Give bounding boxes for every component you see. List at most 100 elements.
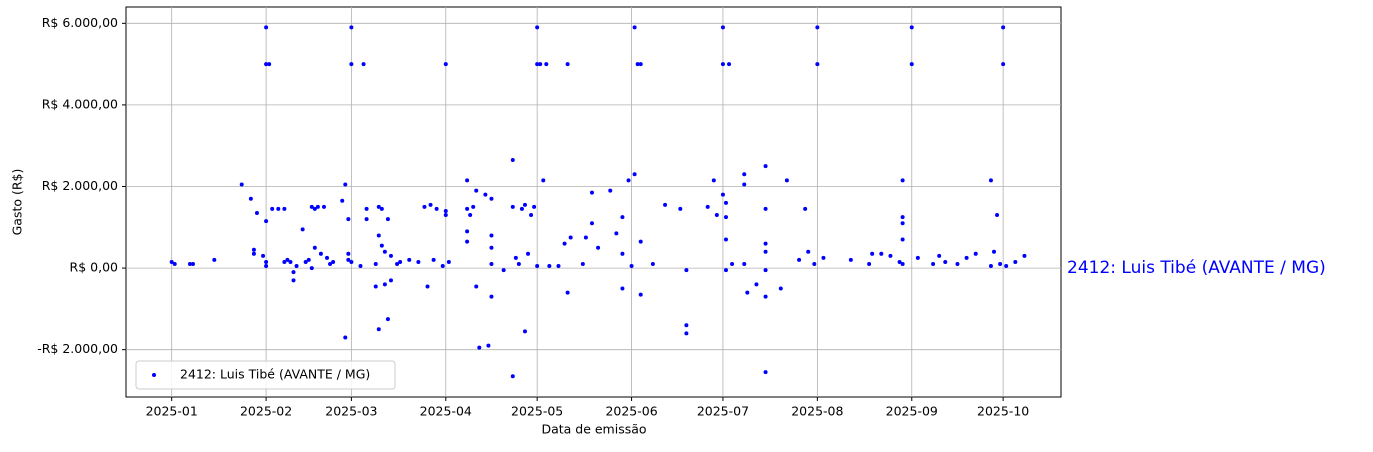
point (398, 259, 403, 264)
point (364, 217, 369, 222)
x-tick-label: 2025-08 (791, 404, 843, 419)
point (349, 25, 354, 30)
point (589, 190, 594, 195)
point (440, 264, 445, 269)
point (300, 227, 305, 232)
point (797, 257, 802, 262)
point (763, 164, 768, 169)
point (742, 262, 747, 267)
point (763, 241, 768, 246)
point (556, 264, 561, 269)
point (778, 286, 783, 291)
point (565, 290, 570, 295)
point (620, 215, 625, 220)
point (937, 253, 942, 258)
point (723, 268, 728, 273)
point (364, 206, 369, 211)
point (727, 62, 732, 67)
point (474, 284, 479, 289)
point (516, 262, 521, 267)
point (340, 198, 345, 203)
x-tick-label: 2025-03 (325, 404, 377, 419)
point (900, 262, 905, 267)
point (471, 204, 476, 209)
annotation: 2412: Luis Tibé (AVANTE / MG) (1067, 258, 1326, 278)
point (763, 294, 768, 299)
point (522, 329, 527, 334)
point (416, 259, 421, 264)
point (285, 257, 290, 262)
point (264, 264, 269, 269)
point (489, 294, 494, 299)
x-tick-label: 2025-07 (697, 404, 749, 419)
point (349, 259, 354, 264)
point (931, 262, 936, 267)
point (346, 257, 351, 262)
point (489, 245, 494, 250)
y-tick-label: R$ 4.000,00 (42, 96, 118, 111)
point (1022, 253, 1027, 258)
point (510, 374, 515, 379)
point (663, 202, 668, 207)
point (632, 25, 637, 30)
point (541, 178, 546, 183)
point (321, 204, 326, 209)
point (465, 229, 470, 234)
point (589, 221, 594, 226)
point (312, 206, 317, 211)
point (714, 213, 719, 218)
point (331, 259, 336, 264)
point (532, 204, 537, 209)
point (312, 245, 317, 250)
point (443, 62, 448, 67)
point (294, 264, 299, 269)
point (723, 200, 728, 205)
point (288, 259, 293, 264)
point (745, 290, 750, 295)
point (388, 253, 393, 258)
point (580, 262, 585, 267)
point (897, 259, 902, 264)
point (535, 62, 540, 67)
point (282, 206, 287, 211)
point (720, 25, 725, 30)
point (848, 257, 853, 262)
point (620, 251, 625, 256)
point (547, 264, 552, 269)
point (376, 233, 381, 238)
point (720, 62, 725, 67)
point (821, 255, 826, 260)
point (1013, 259, 1018, 264)
point (742, 182, 747, 187)
point (900, 178, 905, 183)
y-tick-label: -R$ 2.000,00 (37, 341, 118, 356)
point (900, 215, 905, 220)
point (763, 206, 768, 211)
x-axis-label: Data de emissão (541, 422, 646, 437)
point (309, 204, 314, 209)
point (303, 259, 308, 264)
point (434, 206, 439, 211)
point (544, 62, 549, 67)
plot-area (125, 6, 1062, 398)
point (382, 282, 387, 287)
point (382, 249, 387, 254)
point (684, 268, 689, 273)
point (803, 206, 808, 211)
point (998, 262, 1003, 267)
point (343, 335, 348, 340)
point (620, 286, 625, 291)
point (684, 331, 689, 336)
point (510, 204, 515, 209)
x-tick-label: 2025-02 (240, 404, 292, 419)
point (251, 251, 256, 256)
point (248, 196, 253, 201)
point (964, 255, 969, 260)
point (388, 278, 393, 283)
point (468, 213, 473, 218)
point (711, 178, 716, 183)
point (422, 204, 427, 209)
point (955, 262, 960, 267)
point (684, 323, 689, 328)
point (763, 268, 768, 273)
